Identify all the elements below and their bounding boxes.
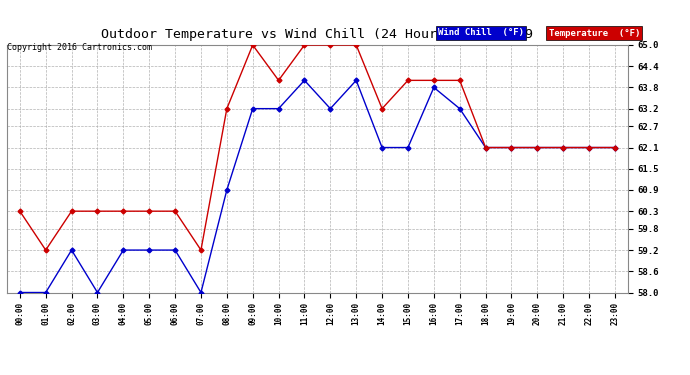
Text: Temperature  (°F): Temperature (°F) [549, 28, 640, 38]
Text: Wind Chill  (°F): Wind Chill (°F) [438, 28, 524, 38]
Text: Copyright 2016 Cartronics.com: Copyright 2016 Cartronics.com [7, 43, 152, 52]
Title: Outdoor Temperature vs Wind Chill (24 Hours)  20160929: Outdoor Temperature vs Wind Chill (24 Ho… [101, 28, 533, 41]
